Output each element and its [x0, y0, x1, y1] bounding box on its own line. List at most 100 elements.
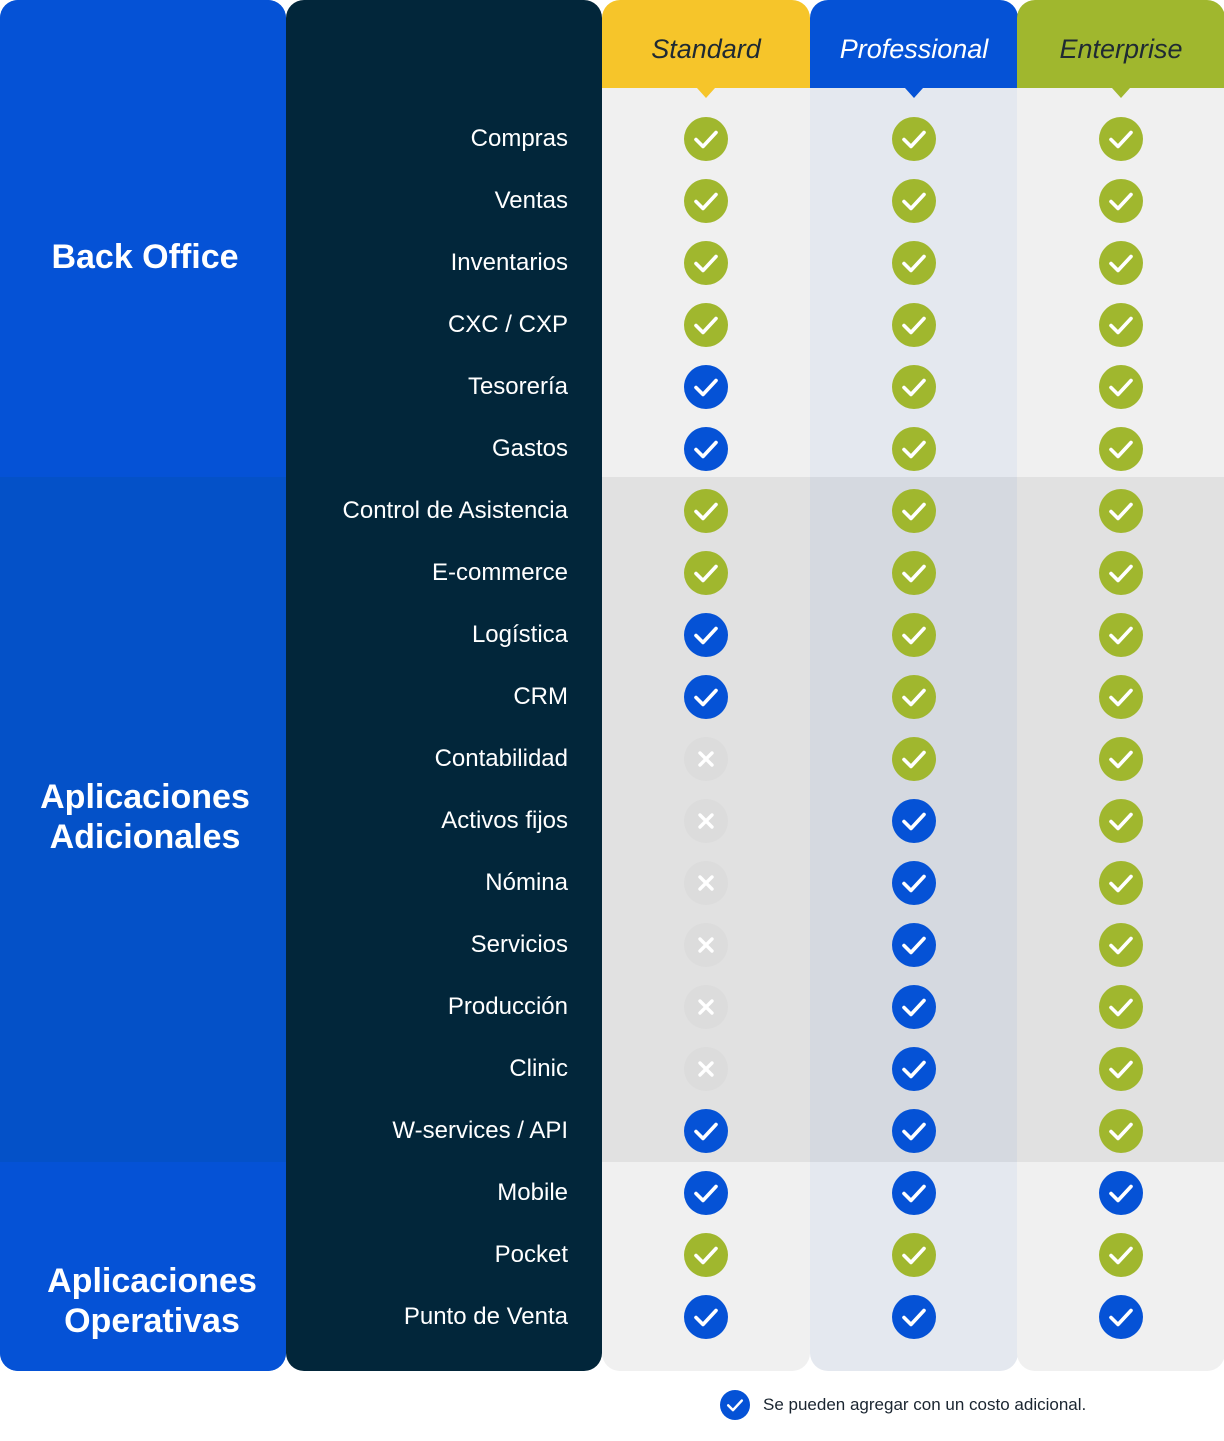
feature-name: Tesorería: [467, 373, 568, 400]
check-green-icon: [1099, 1047, 1143, 1091]
check-green-icon: [892, 117, 936, 161]
feature-cell: [602, 976, 810, 1038]
check-blue-icon: [892, 1047, 936, 1091]
feature-cell: [602, 604, 810, 666]
feature-cell: [810, 976, 1018, 1038]
category-band: [0, 477, 286, 1162]
plan-header: Enterprise: [1017, 0, 1224, 88]
check-green-icon: [684, 117, 728, 161]
feature-name: Producción: [447, 993, 568, 1020]
feature-cell: [602, 232, 810, 294]
feature-cell: [602, 1224, 810, 1286]
legend-text: Se pueden agregar con un costo adicional…: [763, 1395, 1087, 1414]
feature-cell: [602, 1100, 810, 1162]
check-green-icon: [1099, 489, 1143, 533]
check-green-icon: [1099, 117, 1143, 161]
check-blue-icon: [892, 923, 936, 967]
feature-cell: [1017, 1100, 1224, 1162]
category-band: [0, 0, 286, 477]
feature-cell: [1017, 232, 1224, 294]
check-green-icon: [1099, 985, 1143, 1029]
feature-cell: [602, 542, 810, 604]
check-green-icon: [892, 303, 936, 347]
category-label: Aplicaciones Adicionales: [40, 778, 250, 856]
cross-gray-icon: [684, 799, 728, 843]
feature-cell: [602, 170, 810, 232]
check-blue-icon: [892, 1295, 936, 1339]
feature-cell: [810, 418, 1018, 480]
feature-cell: [810, 542, 1018, 604]
check-green-icon: [684, 489, 728, 533]
feature-cell: [810, 294, 1018, 356]
feature-name: Nómina: [485, 869, 568, 896]
cross-gray-icon: [684, 861, 728, 905]
feature-cell: [810, 604, 1018, 666]
check-green-icon: [684, 303, 728, 347]
feature-cell: [810, 1286, 1018, 1348]
feature-cell: [810, 232, 1018, 294]
feature-cell: [602, 108, 810, 170]
feature-cell: [1017, 356, 1224, 418]
feature-name: Compras: [470, 125, 568, 152]
check-blue-icon: [892, 985, 936, 1029]
check-green-icon: [1099, 179, 1143, 223]
check-green-icon: [892, 737, 936, 781]
feature-cell: [602, 666, 810, 728]
check-blue-icon: [684, 1171, 728, 1215]
feature-name: CXC / CXP: [447, 311, 568, 338]
check-green-icon: [892, 489, 936, 533]
feature-cell: [602, 294, 810, 356]
check-blue-icon: [892, 799, 936, 843]
check-green-icon: [1099, 365, 1143, 409]
feature-cell: [1017, 108, 1224, 170]
check-green-icon: [892, 675, 936, 719]
check-green-icon: [1099, 1109, 1143, 1153]
feature-name: Ventas: [494, 187, 568, 214]
feature-cell: [1017, 480, 1224, 542]
feature-cell: [1017, 1038, 1224, 1100]
feature-cell: [1017, 976, 1224, 1038]
check-blue-icon: [684, 613, 728, 657]
feature-cell: [602, 790, 810, 852]
check-blue-icon: [684, 675, 728, 719]
feature-cell: [1017, 666, 1224, 728]
feature-cell: [1017, 604, 1224, 666]
feature-name: Clinic: [509, 1055, 568, 1082]
check-blue-icon: [1099, 1295, 1143, 1339]
check-green-icon: [1099, 1233, 1143, 1277]
feature-cell: [810, 1162, 1018, 1224]
feature-cell: [1017, 1224, 1224, 1286]
feature-name: Inventarios: [450, 249, 568, 276]
check-green-icon: [892, 365, 936, 409]
check-green-icon: [892, 613, 936, 657]
check-blue-icon: [684, 427, 728, 471]
feature-cell: [602, 914, 810, 976]
feature-name: E-commerce: [431, 559, 568, 586]
check-green-icon: [1099, 241, 1143, 285]
plan-header: Professional: [810, 0, 1018, 88]
check-blue-icon: [892, 1171, 936, 1215]
check-green-icon: [684, 551, 728, 595]
check-blue-icon: [720, 1390, 750, 1420]
feature-cell: [810, 1224, 1018, 1286]
cross-gray-icon: [684, 1047, 728, 1091]
plan-header: Standard: [602, 0, 810, 88]
feature-name: CRM: [513, 683, 568, 710]
feature-cell: [810, 170, 1018, 232]
check-blue-icon: [684, 1109, 728, 1153]
feature-names-column: Compras Ventas Inventarios CXC / CXP Tesorer…: [286, 0, 602, 1371]
feature-cell: [810, 790, 1018, 852]
check-green-icon: [1099, 737, 1143, 781]
feature-cell: [1017, 790, 1224, 852]
feature-cell: [810, 480, 1018, 542]
feature-cell: [602, 728, 810, 790]
plan-header-pointer: [697, 88, 715, 98]
plan-header-pointer: [1112, 88, 1130, 98]
category-column: Back Office Aplicaciones Adicionales Aplic…: [0, 0, 286, 1371]
check-blue-icon: [892, 1109, 936, 1153]
check-green-icon: [1099, 303, 1143, 347]
feature-cell: [810, 666, 1018, 728]
plan-column-standard: Standard: [602, 0, 810, 1371]
feature-cell: [810, 1100, 1018, 1162]
feature-cell: [1017, 1286, 1224, 1348]
